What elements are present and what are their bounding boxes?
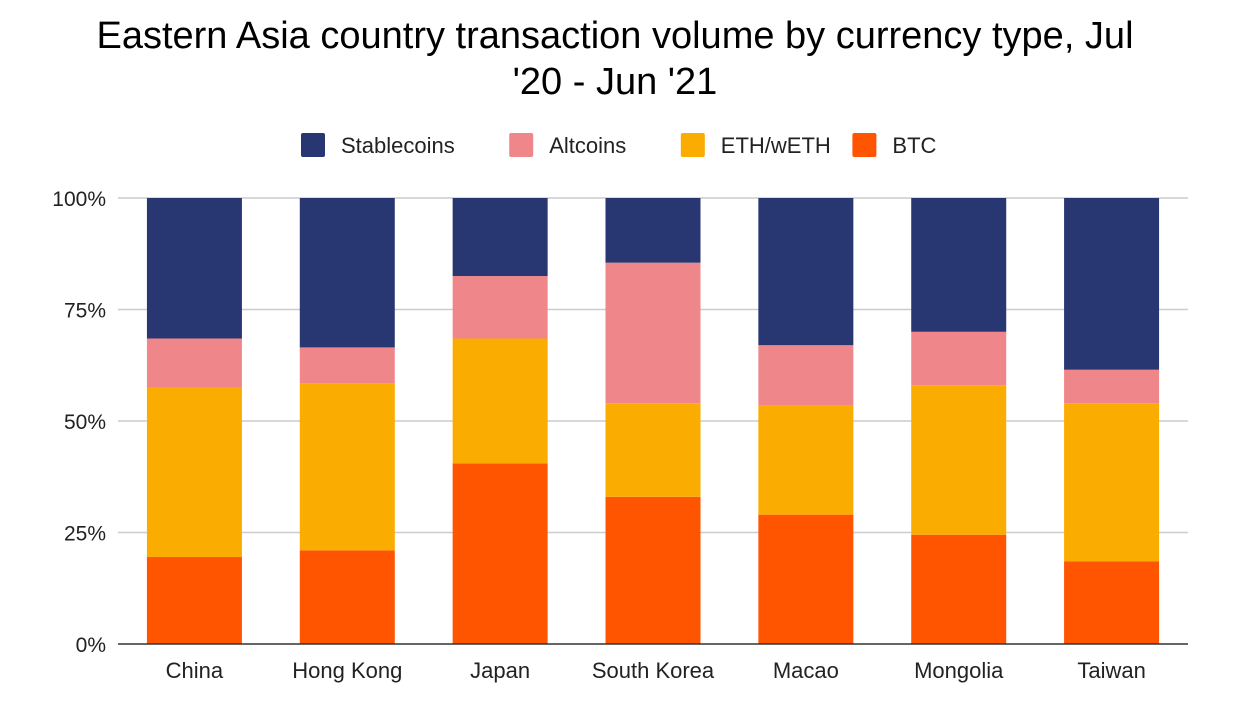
- bar-segment: [452, 198, 548, 277]
- bar-segment: [758, 345, 854, 406]
- legend-label: Stablecoins: [341, 133, 455, 158]
- chart-title-line-1: Eastern Asia country transaction volume …: [96, 15, 1133, 57]
- bar-segment: [911, 331, 1007, 386]
- y-tick-label: 75%: [64, 300, 106, 323]
- legend-label: Altcoins: [549, 133, 626, 158]
- bar-segment: [911, 385, 1007, 535]
- bar-segment: [146, 338, 242, 388]
- bar-stack: [146, 198, 242, 644]
- bar-segment: [605, 403, 701, 497]
- bar-segment: [299, 198, 395, 348]
- bar-segment: [452, 276, 548, 339]
- y-tick-label: 0%: [76, 634, 106, 657]
- legend-item: BTC: [852, 133, 937, 158]
- bar-stack: [452, 198, 548, 644]
- bar-stack: [605, 198, 701, 644]
- bar-segment: [605, 198, 701, 263]
- bar-segment: [1064, 403, 1160, 562]
- bar-segment: [911, 534, 1007, 644]
- y-axis: 0% 25% 50% 75% 100%: [52, 188, 106, 657]
- bar-segment: [605, 262, 701, 404]
- bar-segment: [1064, 369, 1160, 404]
- bar-segment: [146, 557, 242, 644]
- legend-item: Altcoins: [509, 133, 626, 158]
- legend-label: ETH/wETH: [721, 133, 831, 158]
- bar-stack: [911, 198, 1007, 644]
- bar-stack: [299, 198, 395, 644]
- bar-segment: [146, 198, 242, 339]
- x-category-label: Mongolia: [914, 658, 1004, 683]
- bar-segment: [911, 198, 1007, 332]
- bar-segment: [452, 338, 548, 464]
- x-category-label: South Korea: [592, 658, 715, 683]
- legend-item: ETH/wETH: [680, 133, 831, 158]
- legend-swatch: [301, 133, 325, 157]
- x-category-label: Japan: [470, 658, 530, 683]
- legend-swatch: [680, 133, 705, 157]
- bar-segment: [1064, 198, 1160, 370]
- bar-segment: [1064, 561, 1160, 644]
- chart-bars: [146, 198, 1160, 644]
- y-tick-label: 100%: [52, 188, 106, 211]
- y-tick-label: 50%: [64, 411, 106, 434]
- bar-segment: [605, 496, 701, 644]
- bar-segment: [146, 387, 242, 558]
- bar-segment: [758, 198, 854, 346]
- bar-segment: [299, 383, 395, 551]
- legend-swatch: [509, 133, 534, 157]
- bar-segment: [452, 463, 548, 644]
- y-tick-label: 25%: [64, 523, 106, 546]
- chart-title-line-2: '20 - Jun '21: [513, 61, 718, 103]
- legend-swatch: [852, 133, 877, 157]
- x-category-label: Macao: [773, 658, 839, 683]
- legend-item: Stablecoins: [301, 133, 455, 158]
- bar-segment: [758, 405, 854, 515]
- bar-segment: [758, 514, 854, 644]
- x-axis: China Hong Kong Japan South Korea Macao Mongo…: [118, 643, 1188, 683]
- bar-stack: [1064, 198, 1160, 644]
- x-category-label: Hong Kong: [292, 658, 402, 683]
- chart-legend: Stablecoins Altcoins ETH/wETH BTC: [301, 133, 937, 158]
- bar-segment: [299, 550, 395, 644]
- bar-segment: [299, 347, 395, 384]
- x-category-label: China: [166, 658, 224, 683]
- legend-label: BTC: [892, 133, 936, 158]
- bar-stack: [758, 198, 854, 644]
- x-category-label: Taiwan: [1077, 658, 1145, 683]
